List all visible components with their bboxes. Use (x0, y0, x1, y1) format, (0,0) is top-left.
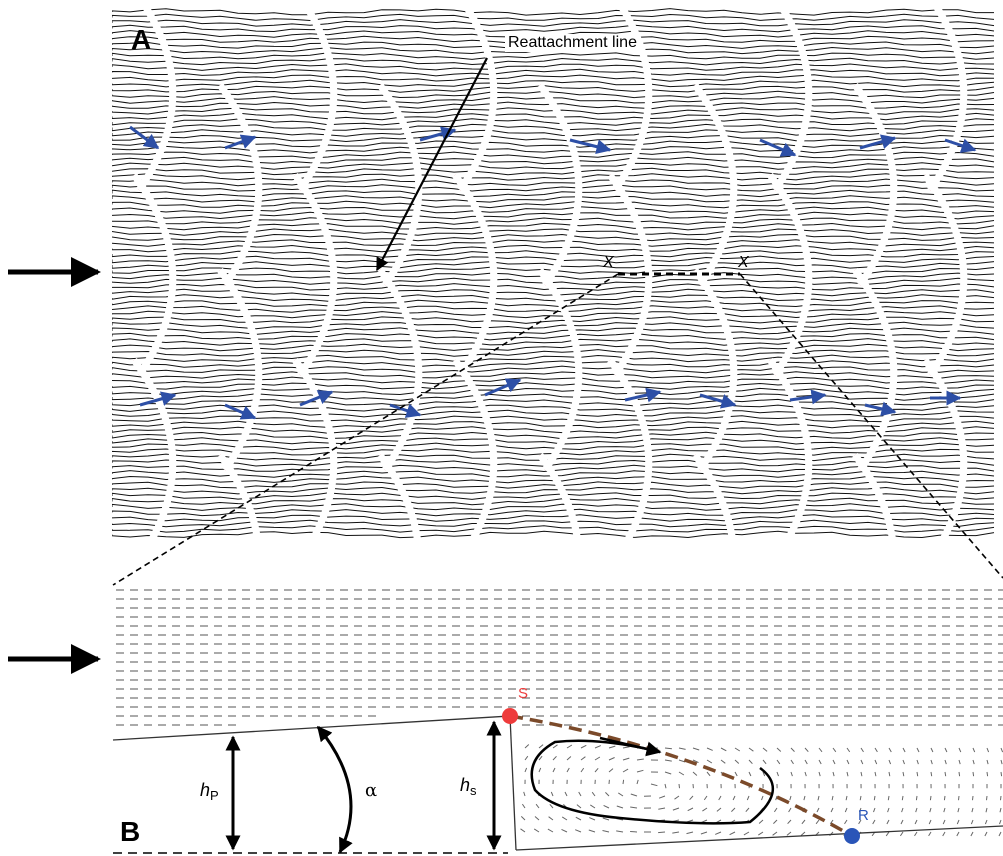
hp-subscript: P (210, 788, 219, 803)
separation-point-label: S (518, 685, 529, 702)
scale-gap (772, 8, 813, 193)
reattachment-line-label: Reattachment line (505, 34, 640, 52)
scale-step-face (509, 715, 517, 851)
flow-direction-arrow (864, 401, 897, 417)
projection-line-left (112, 273, 619, 586)
scale-gap (292, 357, 338, 543)
flow-direction-arrow (759, 138, 797, 157)
scale-gap (452, 357, 498, 543)
recirculation-vectors (520, 744, 1003, 837)
panel-a-label: A (131, 24, 152, 55)
velocity-vectors (116, 589, 1003, 726)
scale-gap (612, 8, 653, 193)
flow-direction-arrow (624, 387, 662, 403)
scale-gap (217, 82, 263, 288)
reattachment-point-label: R (858, 807, 869, 824)
panel-b-label: B (120, 816, 141, 847)
recirculation-arrow (599, 736, 662, 757)
scale-gap (927, 8, 968, 193)
recirculation-loop (530, 739, 775, 825)
streak-line-field (112, 8, 995, 539)
scale-gap (692, 452, 737, 543)
hp-label: hP (200, 780, 219, 802)
hs-subscript: s (470, 783, 477, 798)
recirculation-vector-field (520, 744, 1003, 837)
section-mark-right: X (738, 254, 749, 271)
projection-line-right (739, 273, 1003, 579)
scale-gaps (131, 8, 968, 543)
scale-gap (607, 357, 653, 543)
scale-gap (537, 82, 583, 288)
flow-direction-arrow (389, 403, 422, 418)
flow-direction-arrow (699, 393, 737, 409)
flow-direction-arrow (484, 378, 522, 397)
scale-gap (852, 267, 898, 473)
velocity-vector-field (116, 589, 1003, 726)
scale-gap (452, 172, 498, 378)
scale-gap (292, 172, 338, 378)
scale-surface-downstream (515, 825, 1003, 851)
flow-direction-arrow (224, 403, 257, 420)
scale-gap (852, 452, 897, 543)
scale-gap (922, 172, 968, 378)
hs-symbol: h (460, 775, 471, 795)
flow-direction-arrow (299, 390, 334, 407)
scale-gap (692, 82, 738, 288)
scale-gap (852, 82, 898, 288)
angle-alpha-label: α (365, 780, 378, 801)
scale-gap (537, 267, 583, 473)
scale-gap (377, 82, 423, 288)
scale-gap (457, 8, 498, 193)
streak-lines (112, 8, 995, 539)
separation-streamline (509, 714, 853, 838)
flow-direction-arrows (129, 125, 977, 420)
scale-gap (131, 357, 177, 543)
scale-gap (692, 267, 738, 473)
flow-direction-arrow (789, 389, 827, 405)
hp-symbol: h (200, 780, 211, 800)
flow-direction-arrow (859, 134, 897, 150)
panel-a-streak-pattern (112, 8, 995, 543)
scale-gap (377, 267, 423, 473)
flow-direction-arrow (224, 134, 257, 150)
angle-alpha-arc (316, 725, 353, 854)
scale-gap (377, 452, 422, 543)
scale-gap (297, 8, 338, 193)
scale-gap (767, 172, 813, 378)
panel-b-velocity-field (116, 589, 1003, 837)
flow-direction-arrow (569, 138, 612, 155)
reattachment-callout-arrow (376, 57, 488, 272)
scale-gap (537, 452, 582, 543)
scale-gap (922, 357, 968, 543)
flow-direction-arrow (139, 391, 177, 407)
separation-point (502, 708, 518, 724)
scale-gap (136, 8, 177, 193)
scale-gap (767, 357, 813, 543)
flow-direction-arrow (129, 125, 160, 150)
hs-label: hs (460, 775, 477, 797)
scale-gap (217, 452, 262, 543)
scale-gap (217, 267, 263, 473)
flow-direction-arrow (944, 138, 977, 153)
scale-surface-upstream (112, 715, 511, 741)
reattachment-point (844, 828, 860, 844)
section-mark-left: X (603, 254, 614, 271)
scale-gap (131, 172, 177, 378)
